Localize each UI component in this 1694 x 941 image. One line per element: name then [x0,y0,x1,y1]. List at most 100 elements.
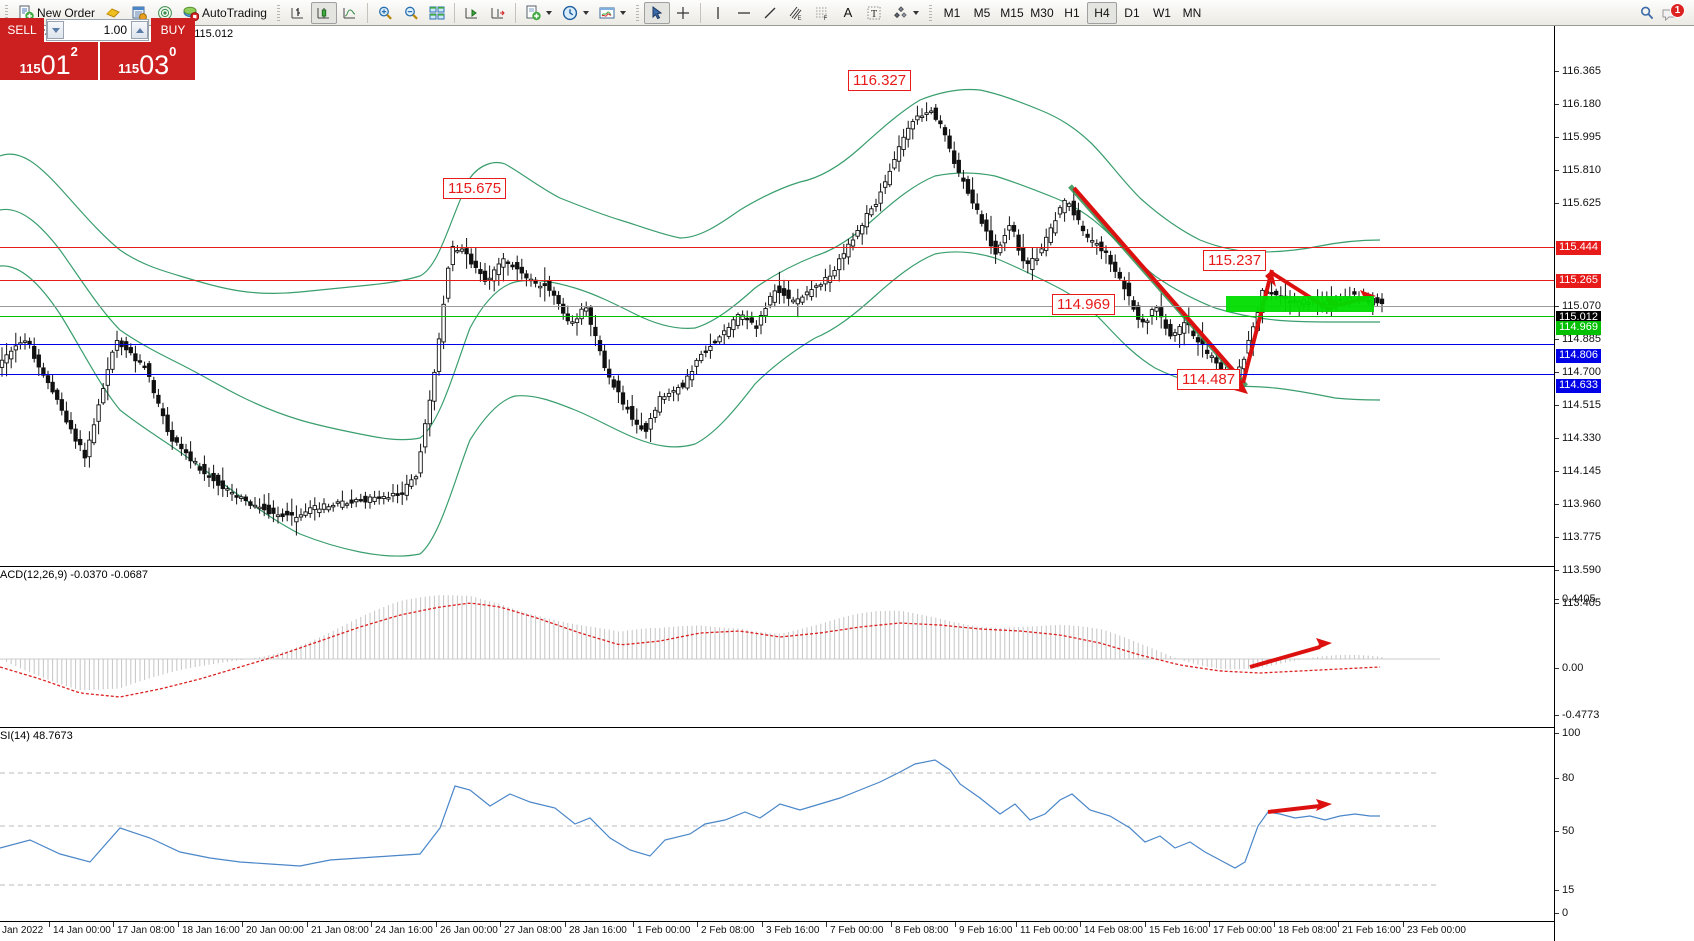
price-pane[interactable]: 116.327 115.675 115.237 114.969 114.487 [0,38,1554,563]
timeframe-label: M30 [1030,5,1054,20]
callout-114-969[interactable]: 114.969 [1052,294,1116,315]
text-tool-button[interactable]: A [835,2,861,24]
price-axis[interactable]: 116.365 116.180 115.995 115.810 115.625 115.0… [1554,26,1694,941]
autotrading-button[interactable]: AutoTrading [178,2,272,24]
equidistant-channel-tool-button[interactable]: E [783,2,809,24]
vertical-line-tool-button[interactable] [705,2,731,24]
rsi-pane[interactable]: SI(14) 48.7673 [0,727,1554,927]
trendline-icon [762,5,778,21]
toolbar-grip-2[interactable] [274,2,282,23]
trendline-tool-button[interactable] [757,2,783,24]
clock-caret-icon[interactable] [582,10,589,15]
text-tool-label: A [843,5,853,20]
demand-zone-rectangle[interactable] [1226,296,1374,312]
tile-windows-button[interactable] [424,2,450,24]
one-click-trading-panel[interactable]: SELL 1.00 BUY 115 01 2 115 03 0 [0,18,195,80]
notifications-button[interactable]: 1 [1660,2,1686,24]
level-line-115-265[interactable] [0,280,1554,281]
shapes-caret-icon[interactable] [912,10,919,15]
time-tick [1338,922,1339,927]
text-label-icon: T [866,5,882,21]
candlestick-chart-button[interactable] [310,1,337,24]
add-indicator-caret-icon[interactable] [545,10,552,15]
toolbar-grip-4[interactable] [926,2,934,23]
timeframe-d1[interactable]: D1 [1117,2,1147,24]
horizontal-line-tool-button[interactable] [731,2,757,24]
timeframe-m5[interactable]: M5 [967,2,997,24]
templates-button[interactable] [594,2,631,24]
level-line-115-444[interactable] [0,247,1554,248]
timeframe-h1[interactable]: H1 [1057,2,1087,24]
add-indicator-button[interactable] [520,2,557,24]
search-button[interactable] [1634,2,1660,24]
expert-advisors-button[interactable] [100,2,126,24]
level-line-114-969[interactable] [0,316,1554,317]
timeframe-m30[interactable]: M30 [1027,2,1057,24]
toolbar-grip-3[interactable] [633,2,641,23]
price-tick: 113.590 [1555,565,1601,576]
crosshair-tool-button[interactable] [670,2,696,24]
timeframe-h4[interactable]: H4 [1086,1,1117,24]
callout-115-675[interactable]: 115.675 [443,178,507,199]
callout-116-327[interactable]: 116.327 [848,70,912,91]
new-order-button[interactable]: New Order [13,2,100,24]
bar-chart-button[interactable] [285,2,311,24]
autotrading-label: AutoTrading [202,5,267,20]
toolbar-separator-2 [453,2,455,23]
auto-scroll-button[interactable] [485,2,511,24]
level-line-114-633[interactable] [0,374,1554,375]
sell-price-display[interactable]: 115 01 2 [0,42,98,80]
timeframe-mn[interactable]: MN [1177,2,1207,24]
zoom-out-icon [403,5,419,21]
volume-stepper[interactable]: 1.00 [46,19,149,41]
price-tick: 114.515 [1555,400,1601,411]
volume-decrease-button[interactable] [47,21,64,39]
sell-button[interactable]: SELL [0,18,44,42]
time-label: 17 Jan 08:00 [117,925,175,936]
rsi-label: SI(14) 48.7673 [0,730,73,742]
text-label-tool-button[interactable]: T [861,2,887,24]
svg-text:T: T [871,9,877,20]
timeframe-m15[interactable]: M15 [997,2,1027,24]
buy-price-display[interactable]: 115 03 0 [97,42,195,80]
fibonacci-tool-button[interactable]: F [809,2,835,24]
buy-button[interactable]: BUY [151,18,195,42]
line-chart-button[interactable] [337,2,363,24]
new-order-icon [18,5,34,21]
zoom-in-button[interactable] [372,2,398,24]
time-tick [955,922,956,927]
time-tick [1209,922,1210,927]
cursor-tool-button[interactable] [643,1,670,24]
level-line-114-806[interactable] [0,344,1554,345]
chart-window[interactable]: USDJPY-,H4 114.962 115.017 114.919 115.0… [0,26,1694,941]
svg-text:F: F [823,16,827,21]
timeframe-label: M15 [1000,5,1024,20]
chart-shift-button[interactable] [459,2,485,24]
volume-value[interactable]: 1.00 [103,23,127,37]
templates-caret-icon[interactable] [619,10,626,15]
time-axis[interactable]: Jan 2022 14 Jan 00:00 17 Jan 08:00 18 Jan 1… [0,921,1554,941]
toolbar-grip[interactable] [3,2,10,23]
price-tick: 115.625 [1555,198,1601,209]
timeframe-label: H1 [1064,5,1080,20]
shapes-tool-button[interactable] [887,2,924,24]
up-trend-arrow [1241,269,1276,384]
bar-chart-icon [290,5,306,21]
callout-115-237[interactable]: 115.237 [1203,250,1267,271]
callout-114-487[interactable]: 114.487 [1177,369,1241,390]
sell-price-prefix: 115 [19,61,41,76]
time-label: Jan 2022 [2,925,44,936]
buy-label: BUY [160,23,186,37]
price-tick: 115.810 [1555,165,1601,176]
time-label: 3 Feb 16:00 [766,925,820,936]
period-separator-button[interactable] [557,2,594,24]
price-tick: 115.070 [1555,301,1601,312]
zoom-out-button[interactable] [398,2,424,24]
timeframe-m1[interactable]: M1 [937,2,967,24]
buy-price-main: 03 [139,50,170,80]
price-tag-blue: 114.633 [1556,379,1601,393]
time-label: 14 Feb 08:00 [1084,925,1143,936]
timeframe-w1[interactable]: W1 [1147,2,1177,24]
volume-increase-button[interactable] [131,21,148,39]
macd-pane[interactable]: ACD(12,26,9) -0.0370 -0.0687 [0,566,1554,726]
